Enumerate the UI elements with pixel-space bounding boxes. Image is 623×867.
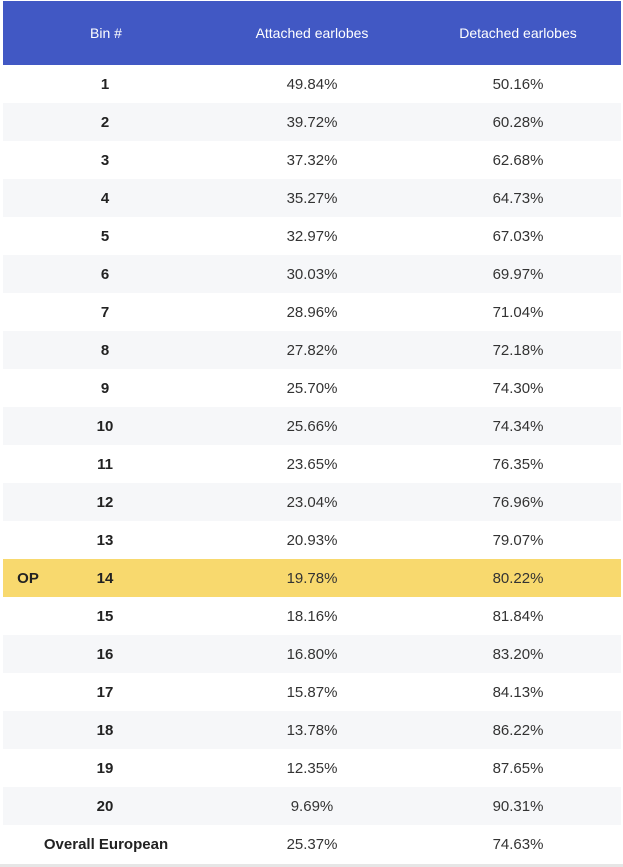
table-row: 5 32.97% 67.03% bbox=[3, 217, 621, 255]
bottom-edge bbox=[0, 864, 623, 867]
overall-attached-value: 25.37% bbox=[286, 835, 338, 853]
table-row: 13 20.93% 79.07% bbox=[3, 521, 621, 559]
overall-detached-value: 74.63% bbox=[492, 835, 544, 853]
detached-column-header: Detached earlobes bbox=[459, 25, 577, 41]
bin-number: 17 bbox=[96, 683, 114, 701]
table-row: 20 9.69% 90.31% bbox=[3, 787, 621, 825]
detached-value: 76.96% bbox=[492, 493, 544, 511]
overall-label: Overall European bbox=[43, 835, 169, 853]
bin-number: 18 bbox=[96, 721, 114, 739]
bin-number: 16 bbox=[96, 645, 114, 663]
attached-value: 16.80% bbox=[286, 645, 338, 663]
table-row-highlighted: OP 14 19.78% 80.22% bbox=[3, 559, 621, 597]
bin-column-header: Bin # bbox=[90, 25, 122, 41]
bin-number: 14 bbox=[96, 569, 114, 587]
detached-value: 80.22% bbox=[492, 569, 544, 587]
bin-number: 6 bbox=[100, 265, 110, 283]
table-body: 1 49.84% 50.16% 2 39.72% 60.28% 3 37.32% 62.68% 4… bbox=[3, 65, 621, 825]
table-row: 9 25.70% 74.30% bbox=[3, 369, 621, 407]
table-row: 18 13.78% 86.22% bbox=[3, 711, 621, 749]
bin-number: 19 bbox=[96, 759, 114, 777]
table-row: 1 49.84% 50.16% bbox=[3, 65, 621, 103]
bin-number: 5 bbox=[100, 227, 110, 245]
attached-value: 18.16% bbox=[286, 607, 338, 625]
table-row: 7 28.96% 71.04% bbox=[3, 293, 621, 331]
attached-value: 13.78% bbox=[286, 721, 338, 739]
attached-value: 37.32% bbox=[286, 151, 338, 169]
op-marker: OP bbox=[17, 569, 39, 587]
table-header: Bin # Attached earlobes Detached earlobe… bbox=[3, 1, 621, 65]
detached-value: 67.03% bbox=[492, 227, 544, 245]
attached-value: 23.65% bbox=[286, 455, 338, 473]
detached-value: 74.30% bbox=[492, 379, 544, 397]
detached-value: 90.31% bbox=[492, 797, 544, 815]
detached-value: 74.34% bbox=[492, 417, 544, 435]
attached-value: 25.70% bbox=[286, 379, 338, 397]
attached-value: 49.84% bbox=[286, 75, 338, 93]
detached-value: 76.35% bbox=[492, 455, 544, 473]
attached-value: 9.69% bbox=[290, 797, 334, 815]
attached-value: 15.87% bbox=[286, 683, 338, 701]
detached-value: 72.18% bbox=[492, 341, 544, 359]
attached-value: 27.82% bbox=[286, 341, 338, 359]
table-row: 6 30.03% 69.97% bbox=[3, 255, 621, 293]
detached-value: 64.73% bbox=[492, 189, 544, 207]
bin-number: 9 bbox=[100, 379, 110, 397]
detached-value: 84.13% bbox=[492, 683, 544, 701]
attached-value: 19.78% bbox=[286, 569, 338, 587]
attached-value: 35.27% bbox=[286, 189, 338, 207]
bin-number: 12 bbox=[96, 493, 114, 511]
table-row: 16 16.80% 83.20% bbox=[3, 635, 621, 673]
attached-value: 28.96% bbox=[286, 303, 338, 321]
table-row: 12 23.04% 76.96% bbox=[3, 483, 621, 521]
detached-value: 62.68% bbox=[492, 151, 544, 169]
bin-number: 15 bbox=[96, 607, 114, 625]
table-row: 10 25.66% 74.34% bbox=[3, 407, 621, 445]
table-row: 8 27.82% 72.18% bbox=[3, 331, 621, 369]
attached-value: 20.93% bbox=[286, 531, 338, 549]
bin-number: 11 bbox=[97, 455, 113, 473]
attached-column-header: Attached earlobes bbox=[255, 25, 369, 41]
detached-value: 71.04% bbox=[492, 303, 544, 321]
detached-value: 86.22% bbox=[492, 721, 544, 739]
detached-value: 87.65% bbox=[492, 759, 544, 777]
bin-number: 10 bbox=[96, 417, 114, 435]
detached-value: 50.16% bbox=[492, 75, 544, 93]
table-row: 15 18.16% 81.84% bbox=[3, 597, 621, 635]
attached-value: 32.97% bbox=[286, 227, 338, 245]
table-row: 2 39.72% 60.28% bbox=[3, 103, 621, 141]
table-row: 3 37.32% 62.68% bbox=[3, 141, 621, 179]
table-row: 17 15.87% 84.13% bbox=[3, 673, 621, 711]
table-row: 4 35.27% 64.73% bbox=[3, 179, 621, 217]
bin-number: 20 bbox=[96, 797, 114, 815]
detached-value: 83.20% bbox=[492, 645, 544, 663]
detached-value: 60.28% bbox=[492, 113, 544, 131]
bin-number: 4 bbox=[100, 189, 110, 207]
attached-value: 23.04% bbox=[286, 493, 338, 511]
bin-number: 13 bbox=[96, 531, 114, 549]
attached-value: 39.72% bbox=[286, 113, 338, 131]
bin-number: 7 bbox=[100, 303, 110, 321]
attached-value: 30.03% bbox=[286, 265, 338, 283]
table-row: 11 23.65% 76.35% bbox=[3, 445, 621, 483]
table-row: 19 12.35% 87.65% bbox=[3, 749, 621, 787]
detached-value: 81.84% bbox=[492, 607, 544, 625]
bin-number: 3 bbox=[100, 151, 110, 169]
attached-value: 25.66% bbox=[286, 417, 338, 435]
attached-value: 12.35% bbox=[286, 759, 338, 777]
bin-number: 8 bbox=[100, 341, 110, 359]
earlobe-table: Bin # Attached earlobes Detached earlobe… bbox=[3, 1, 621, 863]
bin-number: 1 bbox=[100, 75, 110, 93]
overall-row: Overall European 25.37% 74.63% bbox=[3, 825, 621, 863]
detached-value: 79.07% bbox=[492, 531, 544, 549]
bin-number: 2 bbox=[100, 113, 110, 131]
detached-value: 69.97% bbox=[492, 265, 544, 283]
